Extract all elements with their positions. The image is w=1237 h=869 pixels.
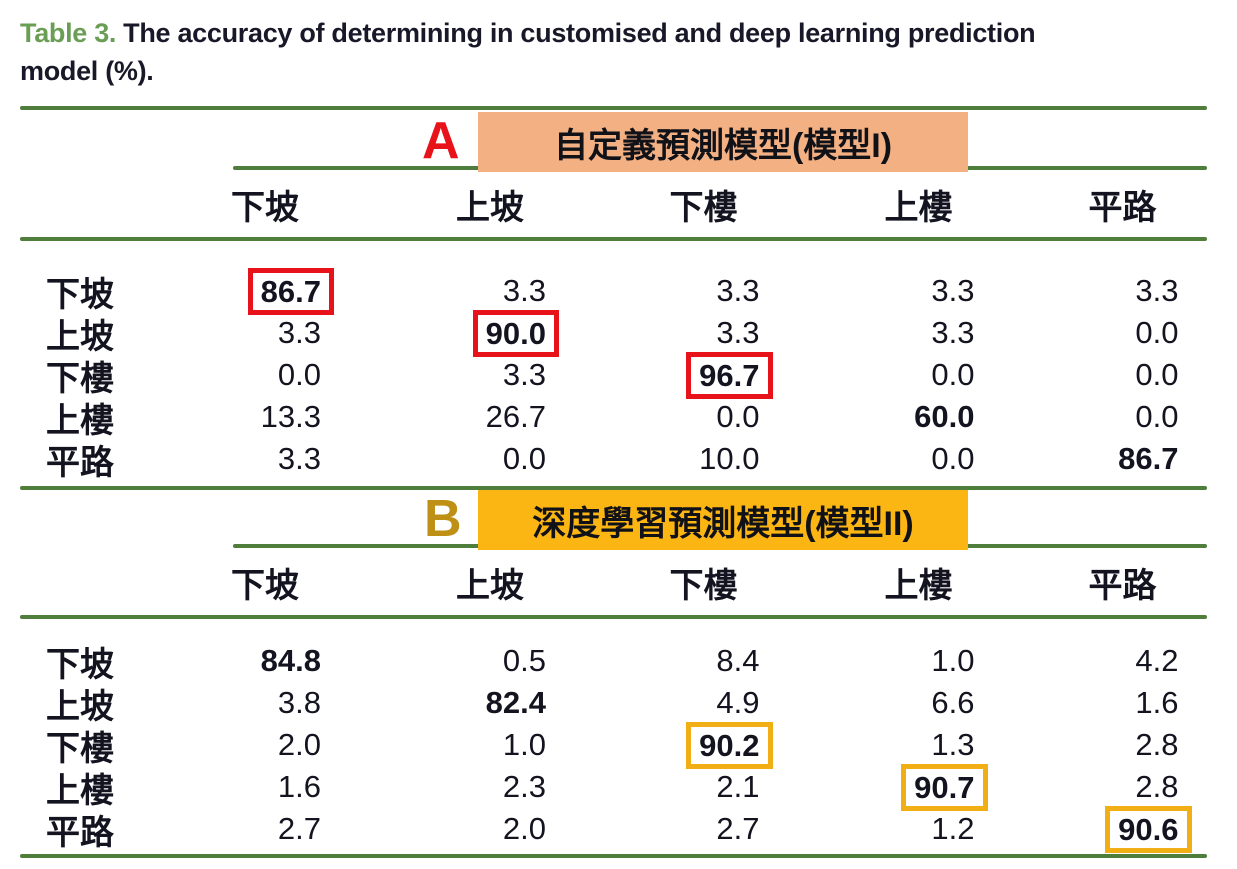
- data-cell: 90.7: [807, 763, 1030, 811]
- data-cell: 96.7: [600, 351, 807, 399]
- header-spacer: [20, 552, 150, 612]
- data-cell: 1.0: [931, 643, 975, 678]
- highlight-box-gold: 90.7: [901, 763, 988, 811]
- data-cell: 0.0: [1135, 315, 1179, 350]
- data-cell: 0.0: [1135, 357, 1179, 392]
- data-cell: 2.0: [277, 727, 321, 762]
- data-cell: 0.5: [502, 643, 546, 678]
- data-cell: 1.0: [502, 727, 546, 762]
- data-cell: 1.3: [931, 727, 975, 762]
- data-cell: 0.0: [277, 357, 321, 392]
- column-header: 上樓: [884, 188, 953, 227]
- column-header: 平路: [1088, 188, 1157, 227]
- row-label: 下坡: [46, 645, 114, 684]
- section-a-column-headers: 下坡 上坡 下樓 上樓 平路: [20, 174, 1215, 234]
- data-cell: 3.3: [277, 315, 321, 350]
- data-cell: 84.8: [260, 643, 321, 678]
- column-header: 上樓: [884, 566, 953, 605]
- data-cell: 0.0: [931, 357, 975, 392]
- caption-label: Table 3.: [20, 18, 117, 48]
- section-b-column-headers: 下坡 上坡 下樓 上樓 平路: [20, 552, 1215, 612]
- data-cell: 1.2: [931, 811, 975, 846]
- column-header: 上坡: [456, 566, 524, 605]
- data-cell: 2.8: [1135, 727, 1179, 762]
- data-cell: 90.0: [380, 309, 600, 357]
- section-b-title-highlight: 深度學習預測模型(模型II): [478, 490, 968, 550]
- column-header: 上坡: [456, 188, 524, 227]
- highlight-box-red: 96.7: [686, 351, 773, 399]
- data-cell: 0.0: [931, 441, 975, 476]
- data-cell: 2.0: [502, 811, 546, 846]
- data-cell: 3.8: [277, 685, 321, 720]
- row-label: 上樓: [46, 771, 114, 810]
- rule-section-a-bottom: [20, 486, 1207, 490]
- data-cell: 10.0: [699, 441, 760, 476]
- data-cell: 4.9: [716, 685, 760, 720]
- header-spacer: [20, 174, 150, 234]
- data-cell: 2.8: [1135, 769, 1179, 804]
- section-a-title-highlight: 自定義預測模型(模型I): [478, 112, 968, 172]
- highlight-box-red: 90.0: [472, 309, 559, 357]
- data-cell: 4.2: [1135, 643, 1179, 678]
- data-cell: 2.3: [502, 769, 546, 804]
- data-cell: 8.4: [716, 643, 760, 678]
- row-label: 上坡: [46, 687, 114, 726]
- column-header: 下樓: [669, 188, 738, 227]
- row-label: 上坡: [46, 317, 114, 356]
- data-cell: 0.0: [716, 399, 760, 434]
- data-cell: 3.3: [1135, 273, 1179, 308]
- data-cell: 3.3: [716, 273, 760, 308]
- column-header: 平路: [1088, 566, 1157, 605]
- panel-b-marker: B: [424, 490, 462, 548]
- data-cell: 86.7: [150, 267, 380, 315]
- data-cell: 6.6: [931, 685, 975, 720]
- data-cell: 0.0: [1135, 399, 1179, 434]
- data-cell: 90.2: [600, 721, 807, 769]
- rule-top: [20, 106, 1207, 110]
- data-cell: 1.6: [277, 769, 321, 804]
- row-label: 平路: [46, 813, 114, 852]
- data-cell: 3.3: [502, 357, 546, 392]
- data-cell: 26.7: [485, 399, 546, 434]
- data-cell: 0.0: [502, 441, 546, 476]
- row-label: 上樓: [46, 401, 114, 440]
- highlight-box-red: 86.7: [247, 267, 334, 315]
- highlight-box-gold: 90.6: [1105, 805, 1192, 853]
- data-cell: 3.3: [502, 273, 546, 308]
- data-cell: 3.3: [931, 273, 975, 308]
- section-b-data: 下坡 84.8 0.5 8.4 1.0 4.2 上坡 3.8 82.4 4.9 …: [20, 640, 1215, 853]
- row-label: 平路: [46, 443, 114, 482]
- data-cell: 90.6: [1030, 805, 1215, 853]
- column-header: 下樓: [669, 566, 738, 605]
- data-cell: 2.7: [277, 811, 321, 846]
- data-cell: 60.0: [914, 399, 975, 434]
- data-cell: 3.3: [931, 315, 975, 350]
- section-a-data: 下坡 86.7 3.3 3.3 3.3 3.3 上坡 3.3 90.0 3.3 …: [20, 267, 1215, 482]
- rule-section-b-header-bottom: [20, 615, 1207, 619]
- data-cell: 3.3: [716, 315, 760, 350]
- data-cell: 13.3: [260, 399, 321, 434]
- caption-text-line2: model (%).: [20, 56, 154, 86]
- panel-a-marker: A: [422, 112, 460, 170]
- data-cell: 82.4: [485, 685, 546, 720]
- caption-text-line1: The accuracy of determining in customise…: [123, 18, 1036, 48]
- data-cell: 3.3: [277, 441, 321, 476]
- data-cell: 1.6: [1135, 685, 1179, 720]
- rule-bottom: [20, 854, 1207, 858]
- data-cell: 86.7: [1118, 441, 1179, 476]
- rule-section-a-header-bottom: [20, 237, 1207, 241]
- highlight-box-gold: 90.2: [686, 721, 773, 769]
- table-caption: Table 3. The accuracy of determining in c…: [20, 14, 1220, 90]
- data-cell: 2.1: [716, 769, 760, 804]
- row-label: 下樓: [46, 359, 114, 398]
- row-label: 下坡: [46, 275, 114, 314]
- data-cell: 2.7: [716, 811, 760, 846]
- row-label: 下樓: [46, 729, 114, 768]
- column-header: 下坡: [231, 188, 299, 227]
- column-header: 下坡: [231, 566, 299, 605]
